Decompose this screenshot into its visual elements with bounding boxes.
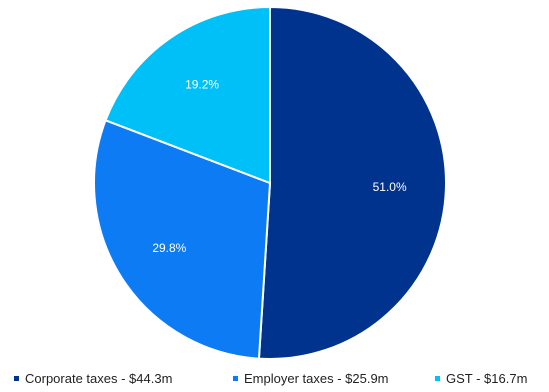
pie-slice-employer-taxes bbox=[93, 118, 272, 360]
legend-item-employer-taxes: Employer taxes - $25.9m bbox=[233, 371, 389, 386]
data-label-employer-taxes: 29.8% bbox=[152, 241, 186, 255]
legend-label-gst: GST - $16.7m bbox=[446, 371, 528, 386]
legend-label-employer-taxes: Employer taxes - $25.9m bbox=[244, 371, 389, 386]
legend-item-corporate-taxes: Corporate taxes - $44.3m bbox=[14, 371, 172, 386]
data-label-gst: 19.2% bbox=[185, 77, 219, 91]
pie-slice-corporate-taxes bbox=[257, 5, 447, 360]
legend-swatch-corporate-taxes bbox=[14, 376, 19, 381]
legend: Corporate taxes - $44.3m Employer taxes … bbox=[0, 371, 549, 389]
legend-swatch-gst bbox=[435, 376, 440, 381]
data-label-corporate-taxes: 51.0% bbox=[373, 180, 407, 194]
pie-slice-gst bbox=[104, 5, 271, 185]
pie-chart: 51.0% 29.8% 19.2% bbox=[93, 5, 447, 360]
legend-item-gst: GST - $16.7m bbox=[435, 371, 527, 386]
legend-label-corporate-taxes: Corporate taxes - $44.3m bbox=[25, 371, 173, 386]
legend-swatch-employer-taxes bbox=[233, 376, 238, 381]
